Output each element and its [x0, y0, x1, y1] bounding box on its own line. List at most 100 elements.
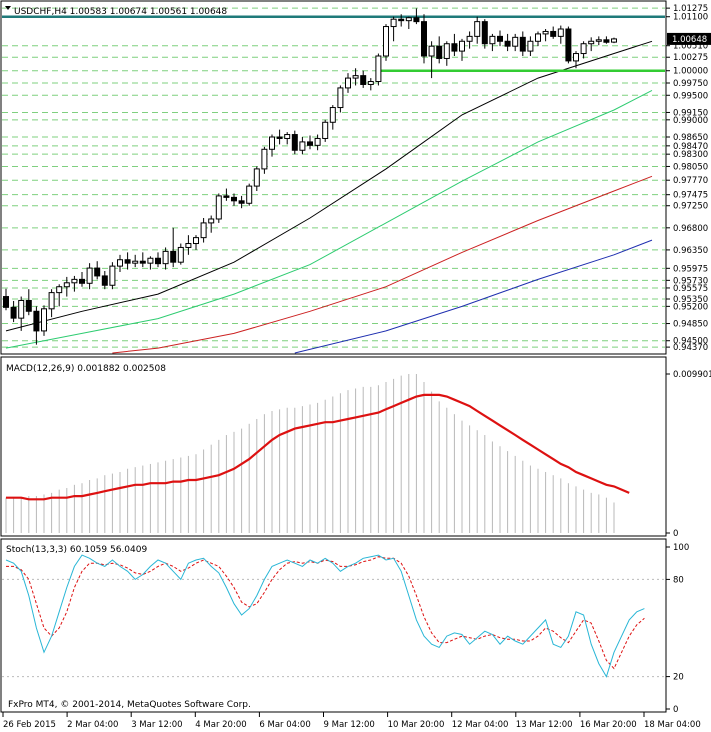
- price-tick-label: 0.99500: [673, 91, 708, 101]
- price-tick-label: 0.98300: [673, 150, 708, 160]
- candle-body: [550, 30, 557, 37]
- candle-body: [18, 299, 25, 319]
- price-tick-label: 0.95730: [673, 276, 708, 286]
- price-tick-label: 1.01100: [673, 13, 708, 23]
- time-axis: 26 Feb 2015 2 Mar 04:00 3 Mar 12:00 4 Mar 2…: [2, 712, 701, 730]
- stoch-main-line: [5, 554, 645, 678]
- candle-body: [10, 306, 17, 319]
- candle-body: [101, 275, 108, 286]
- candle-body: [48, 292, 55, 310]
- stoch-tick-label: 20: [673, 673, 684, 683]
- candle-body: [337, 87, 344, 109]
- macd-axis: 0.009901 0: [666, 370, 711, 539]
- candle-body: [231, 196, 237, 202]
- candle-body: [200, 222, 207, 239]
- candle-body: [542, 30, 549, 35]
- candle-body: [428, 45, 435, 57]
- candle-body: [147, 257, 154, 264]
- macd-pane[interactable]: [0, 356, 667, 537]
- price-tick-label: 0.98650: [673, 133, 708, 143]
- moving-average-line: [5, 89, 653, 349]
- stoch-tick-label: 100: [673, 543, 689, 553]
- candle-body: [94, 267, 101, 277]
- candle-body: [246, 185, 253, 204]
- price-tick-label: 0.94500: [673, 337, 708, 347]
- price-tick-label: 0.95975: [673, 264, 708, 274]
- candle-body: [276, 136, 283, 139]
- time-tick-label: 16 Mar 20:00: [580, 720, 637, 730]
- candle-body: [519, 36, 526, 52]
- candle-body: [360, 75, 367, 85]
- price-tick-label: 0.98470: [673, 142, 708, 152]
- stoch-tick-label: 80: [673, 575, 684, 585]
- price-tick-label: 0.96350: [673, 246, 708, 256]
- price-tick-label: 0.96800: [673, 224, 708, 234]
- candle-body: [421, 21, 427, 57]
- time-tick-label: 18 Mar 04:00: [644, 720, 701, 730]
- time-tick-label: 4 Mar 20:00: [195, 720, 246, 730]
- candle-body: [56, 286, 63, 294]
- price-tick-label: 0.97250: [673, 202, 708, 212]
- candle-body: [215, 195, 222, 220]
- symbol-dropdown-icon[interactable]: [5, 6, 11, 10]
- candle-body: [375, 55, 382, 83]
- stoch-tick-label: 0: [673, 705, 678, 715]
- stoch-pane-title: Stoch(13,3,3) 60.1059 56.0409: [6, 545, 147, 555]
- candle-body: [223, 195, 230, 198]
- time-tick-label: 9 Mar 12:00: [324, 720, 375, 730]
- candle-body: [208, 218, 215, 224]
- candle-body: [398, 18, 405, 22]
- candle-body: [352, 75, 359, 79]
- candle-body: [512, 36, 519, 47]
- candle-body: [238, 200, 245, 204]
- candle-body: [25, 299, 32, 312]
- candle-body: [185, 243, 192, 248]
- macd-tick-label: 0.009901: [673, 370, 711, 380]
- stoch-signal-line: [6, 556, 645, 670]
- moving-average-line: [112, 175, 653, 354]
- candle-body: [162, 250, 169, 265]
- candle-body: [451, 43, 458, 52]
- macd-pane-title: MACD(12,26,9) 0.001882 0.002508: [6, 364, 166, 374]
- time-tick-label: 3 Mar 12:00: [131, 720, 182, 730]
- candle-body: [603, 39, 610, 43]
- time-tick-label: 13 Mar 12:00: [516, 720, 573, 730]
- current-price-marker: [667, 32, 711, 45]
- price-tick-label: 0.95200: [673, 302, 708, 312]
- time-tick-label: 10 Mar 20:00: [388, 720, 445, 730]
- current-price-label: 1.00648: [672, 35, 707, 45]
- candle-body: [253, 168, 260, 187]
- price-tick-label: 1.01275: [673, 4, 708, 14]
- candle-body: [132, 260, 139, 264]
- candle-body: [474, 21, 481, 37]
- candle-body: [117, 259, 123, 267]
- price-tick-label: 0.98050: [673, 162, 708, 172]
- candle-body: [79, 278, 85, 284]
- price-tick-label: 1.00275: [673, 53, 708, 63]
- moving-average-line: [294, 239, 653, 354]
- candle-body: [261, 148, 268, 170]
- time-tick-label: 2 Mar 04:00: [67, 720, 118, 730]
- candle-body: [329, 107, 336, 123]
- candle-body: [109, 265, 116, 286]
- candle-body: [535, 33, 541, 42]
- stoch-grid: [2, 578, 665, 678]
- candle-body: [307, 141, 313, 146]
- candle-body: [481, 21, 488, 45]
- price-tick-label: 0.95575: [673, 284, 708, 294]
- candle-body: [63, 282, 70, 288]
- candle-body: [170, 250, 177, 263]
- candle-body: [565, 28, 572, 62]
- candle-body: [588, 40, 595, 45]
- candle-body: [527, 40, 534, 52]
- price-tick-label: 0.99750: [673, 79, 708, 89]
- price-tick-label: 1.00000: [673, 67, 708, 77]
- candle-body: [611, 38, 617, 43]
- time-tick-label: 12 Mar 04:00: [452, 720, 509, 730]
- candle-body: [291, 134, 298, 151]
- price-pane[interactable]: [0, 0, 667, 355]
- stoch-pane[interactable]: [0, 538, 667, 713]
- candle-body: [139, 260, 146, 264]
